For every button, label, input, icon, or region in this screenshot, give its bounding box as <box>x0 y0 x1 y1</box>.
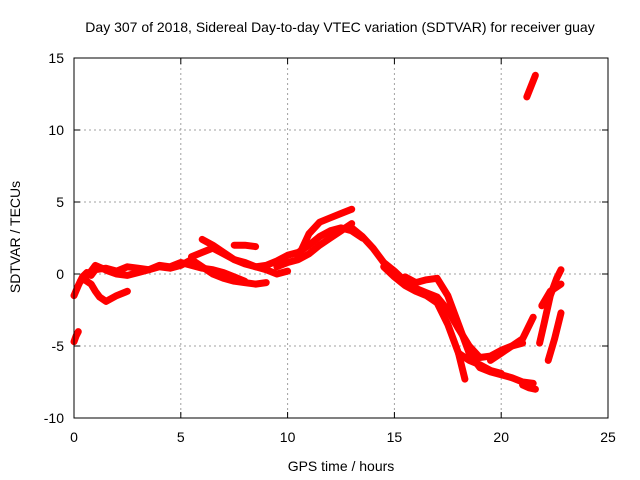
y-tick-label: 15 <box>48 50 64 66</box>
y-tick-label: 5 <box>56 194 64 210</box>
series-trace-h <box>294 205 356 261</box>
series-trace-k <box>401 273 537 387</box>
x-tick-label: 15 <box>387 429 403 445</box>
y-tick-label: -10 <box>44 410 64 426</box>
series-trace-j <box>380 263 469 383</box>
x-tick-label: 25 <box>600 429 616 445</box>
chart-title: Day 307 of 2018, Sidereal Day-to-day VTE… <box>85 19 594 35</box>
series-trace-f <box>230 241 260 251</box>
x-tick-label: 20 <box>493 429 509 445</box>
series-trace-i <box>348 224 527 361</box>
y-axis-label: SDTVAR / TECUs <box>7 181 23 293</box>
x-tick-label: 5 <box>177 429 185 445</box>
series-trace-g <box>273 220 356 271</box>
series-trace-m <box>487 313 537 364</box>
data-series <box>70 71 565 393</box>
series-trace-n <box>519 381 539 393</box>
y-tick-label: -5 <box>52 338 65 354</box>
plot-frame <box>73 57 609 419</box>
series-trace-c <box>81 276 131 305</box>
series-trace-e <box>198 224 366 271</box>
series-trace-s <box>70 328 82 346</box>
series-trace-r <box>544 309 565 364</box>
series-trace-o <box>523 71 539 101</box>
grid <box>74 58 608 418</box>
axis-ticks: 0 5 10 15 20 25 -10 -5 0 5 10 15 <box>44 50 616 445</box>
y-tick-label: 0 <box>56 266 64 282</box>
series-trace-l <box>455 349 505 377</box>
x-tick-label: 0 <box>70 429 78 445</box>
y-tick-label: 10 <box>48 122 64 138</box>
x-axis-label: GPS time / hours <box>288 458 395 474</box>
series-trace-b <box>76 256 270 288</box>
series-trace-q <box>538 280 565 310</box>
x-tick-label: 10 <box>280 429 296 445</box>
